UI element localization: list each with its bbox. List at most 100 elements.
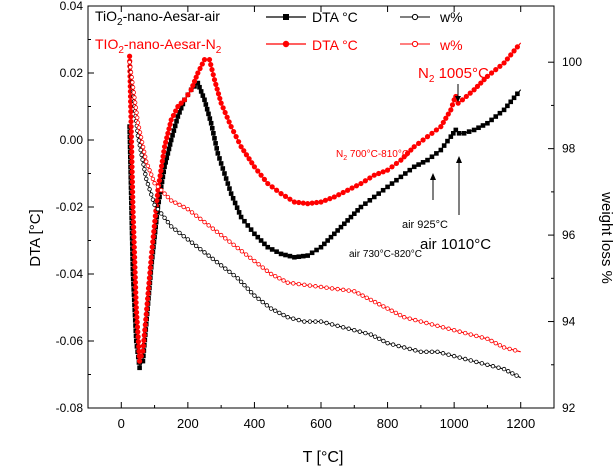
- series-marker-1: [208, 62, 214, 68]
- series-marker-1: [501, 60, 507, 66]
- series-marker-1: [380, 169, 386, 175]
- y-left-axis-title: DTA [°C]: [27, 209, 44, 266]
- series-1: [127, 42, 522, 364]
- series-marker-1: [336, 192, 342, 198]
- series-marker-1: [132, 264, 138, 270]
- series-marker-0: [309, 250, 315, 256]
- series-marker-1: [367, 175, 373, 181]
- series-marker-1: [393, 160, 400, 167]
- series-marker-2: [277, 310, 282, 316]
- series-marker-0: [172, 123, 178, 129]
- series-marker-3: [135, 120, 141, 125]
- series-marker-1: [173, 108, 179, 114]
- series-marker-1: [150, 239, 156, 245]
- series-marker-3: [397, 312, 403, 318]
- series-marker-1: [231, 129, 237, 135]
- series-marker-3: [131, 90, 136, 95]
- series-marker-1: [132, 254, 138, 260]
- series-marker-2: [291, 316, 296, 321]
- series-marker-3: [239, 249, 245, 254]
- series-marker-1: [309, 200, 315, 206]
- series-marker-2: [440, 351, 446, 356]
- series-marker-1: [349, 185, 355, 191]
- series-marker-0: [314, 247, 319, 253]
- annotation-air-1010: air 1010°C: [420, 236, 491, 253]
- series-marker-0: [335, 228, 340, 233]
- series-marker-0: [171, 128, 177, 133]
- series-marker-1: [129, 144, 135, 150]
- series-marker-1: [209, 67, 215, 73]
- series-marker-3: [493, 340, 498, 346]
- series-marker-1: [128, 113, 134, 120]
- series-marker-3: [140, 144, 146, 150]
- series-marker-0: [371, 194, 377, 200]
- series-marker-1: [478, 80, 484, 86]
- series-marker-0: [130, 276, 136, 282]
- series-marker-0: [403, 171, 408, 176]
- series-marker-1: [133, 309, 140, 315]
- y-left-tick-label: 0.02: [60, 66, 84, 80]
- series-marker-0: [222, 171, 227, 176]
- series-marker-2: [218, 263, 224, 268]
- series-marker-2: [352, 327, 357, 333]
- y-right-axis-title: weight loss %: [598, 191, 615, 284]
- x-tick-label: 1200: [506, 416, 535, 431]
- series-marker-1: [206, 57, 213, 63]
- series-marker-1: [148, 254, 154, 260]
- series-marker-0: [380, 187, 386, 193]
- series-marker-0: [165, 151, 171, 156]
- series-marker-1: [508, 52, 514, 58]
- annotation-n2-700-810-n: N: [336, 149, 343, 160]
- series-marker-0: [434, 151, 439, 156]
- series-marker-1: [258, 172, 264, 178]
- series-marker-3: [155, 184, 161, 189]
- series-marker-0: [203, 102, 209, 107]
- series-marker-0: [238, 214, 244, 220]
- series-marker-1: [455, 100, 461, 106]
- series-marker-1: [130, 199, 136, 205]
- series-marker-3: [206, 223, 211, 228]
- series-marker-3: [144, 159, 149, 164]
- series-marker-2: [149, 192, 154, 197]
- series-marker-1: [132, 259, 138, 265]
- series-marker-2: [162, 215, 167, 221]
- series-marker-2: [424, 349, 429, 355]
- legend-air-prefix: TiO: [95, 8, 117, 24]
- series-marker-2: [206, 253, 211, 258]
- series-marker-1: [129, 154, 135, 160]
- series-marker-1: [130, 219, 137, 225]
- series-marker-1: [130, 189, 136, 195]
- series-marker-1: [147, 270, 153, 276]
- series-marker-0: [170, 133, 175, 138]
- series-marker-0: [140, 358, 146, 364]
- series-marker-1: [214, 86, 220, 92]
- y-left-tick-label: -0.06: [56, 334, 84, 348]
- series-marker-2: [252, 293, 257, 298]
- series-marker-3: [324, 285, 329, 290]
- annotation-n2-700-810-rest: 700°C-810°C: [347, 149, 409, 160]
- series-marker-0: [461, 131, 467, 136]
- series-marker-1: [144, 301, 150, 307]
- y-left-tick-label: 0.04: [60, 0, 84, 13]
- series-marker-1: [149, 244, 155, 250]
- series-marker-2: [185, 237, 191, 242]
- series-marker-2: [457, 355, 462, 360]
- series-marker-3: [210, 226, 216, 231]
- series-marker-3: [198, 216, 203, 222]
- series-marker-0: [130, 266, 136, 272]
- series-marker-0: [332, 231, 337, 237]
- series-marker-1: [129, 174, 135, 180]
- series-marker-0: [283, 252, 288, 258]
- y-left-tick-label: 0.00: [60, 133, 84, 147]
- series-marker-0: [157, 194, 162, 200]
- y-right-tick-label: 96: [562, 228, 576, 242]
- series-marker-3: [248, 255, 253, 260]
- series-marker-0: [174, 118, 179, 124]
- series-marker-2: [479, 361, 485, 366]
- series-marker-3: [489, 338, 494, 344]
- series-marker-1: [134, 319, 140, 325]
- series-marker-1: [161, 148, 167, 155]
- series-marker-3: [264, 268, 270, 273]
- legend-entry-n2: TIO2-nano-Aesar-N2 DTA °C w%: [95, 36, 463, 56]
- series-marker-2: [214, 259, 220, 265]
